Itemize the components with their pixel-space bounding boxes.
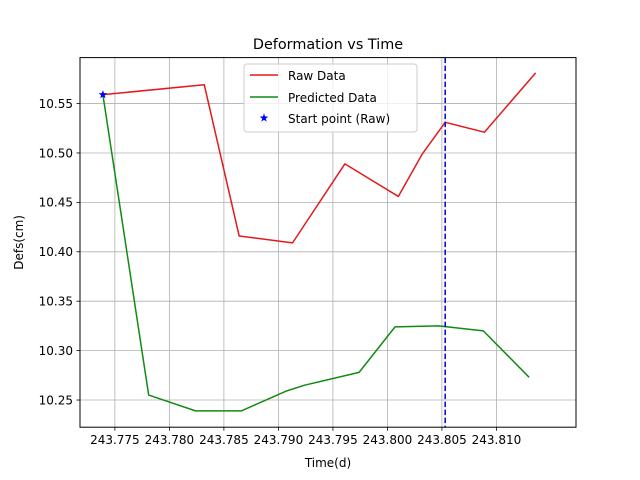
x-axis: 243.775 243.780 243.785 243.790 243.795 243.8…: [90, 427, 521, 447]
legend-swatch-start-point: [259, 113, 269, 122]
raw-data-line: [102, 72, 537, 244]
predicted-data-line: [102, 94, 530, 412]
x-tick-label: 243.795: [308, 433, 358, 447]
markers: [98, 90, 108, 99]
legend-label-raw: Raw Data: [288, 69, 346, 83]
start-point-marker: [98, 90, 108, 99]
legend: Raw Data Predicted Data Start point (Raw…: [243, 63, 418, 133]
legend-label-start-point: Start point (Raw): [288, 112, 390, 126]
x-tick-label: 243.785: [199, 433, 249, 447]
x-tick-label: 243.780: [145, 433, 195, 447]
x-tick-label: 243.800: [363, 433, 413, 447]
y-tick-label: 10.45: [39, 196, 73, 210]
y-tick-label: 10.25: [39, 393, 73, 407]
y-tick-label: 10.55: [39, 97, 73, 111]
chart-title: Deformation vs Time: [253, 37, 403, 53]
x-tick-label: 243.790: [254, 433, 304, 447]
y-tick-label: 10.35: [39, 295, 73, 309]
x-tick-label: 243.805: [417, 433, 467, 447]
legend-box: [243, 63, 418, 133]
plot-frame: [79, 57, 577, 428]
y-axis-label: Defs(cm): [12, 215, 26, 270]
y-tick-label: 10.30: [39, 344, 73, 358]
x-axis-label: Time(d): [304, 456, 351, 470]
y-axis: 10.25 10.30 10.35 10.40 10.45 10.50 10.55: [39, 97, 80, 407]
x-tick-label: 243.810: [472, 433, 522, 447]
series-lines: [102, 72, 537, 412]
x-tick-label: 243.775: [90, 433, 140, 447]
legend-label-predicted: Predicted Data: [288, 91, 377, 105]
y-tick-label: 10.50: [39, 146, 73, 160]
y-tick-label: 10.40: [39, 245, 73, 259]
